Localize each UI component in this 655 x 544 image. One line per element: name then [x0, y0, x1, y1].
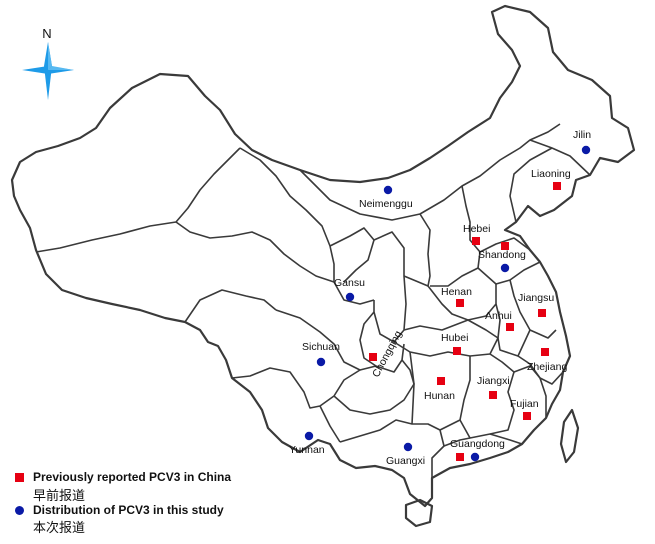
marker-reported-jiangxi: [489, 391, 497, 399]
marker-study-yunnan: [304, 431, 314, 441]
marker-reported-hunan: [437, 377, 445, 385]
label-hubei: Hubei: [441, 332, 468, 344]
blue-dot-icon: [15, 505, 24, 515]
china-border: [10, 4, 636, 508]
marker-reported-hebei: [472, 237, 480, 245]
legend-study-cn: 本次报道: [33, 521, 86, 536]
label-neimenggu: Neimenggu: [359, 198, 413, 210]
red-square-icon: [15, 472, 24, 482]
marker-study-neimenggu: [383, 185, 393, 195]
marker-study-guangdong: [470, 452, 480, 462]
label-hebei: Hebei: [463, 223, 490, 235]
label-jiangsu: Jiangsu: [518, 292, 554, 304]
legend-reported: Previously reported PCV3 in China: [15, 470, 231, 484]
label-jilin: Jilin: [573, 129, 591, 141]
label-zhejiang: Zhejiang: [527, 361, 567, 373]
label-sichuan: Sichuan: [302, 341, 340, 353]
province-boundaries: [35, 123, 591, 478]
marker-reported-henan: [456, 299, 464, 307]
study-markers: [304, 145, 591, 462]
marker-reported-shandong: [501, 242, 509, 250]
marker-reported-jiangsu: [538, 309, 546, 317]
legend-study: Distribution of PCV3 in this study: [15, 503, 224, 517]
label-gansu: Gansu: [334, 277, 365, 289]
marker-reported-liaoning: [553, 182, 561, 190]
legend-reported-label: Previously reported PCV3 in China: [33, 470, 232, 484]
label-guangxi: Guangxi: [386, 455, 425, 467]
province-labels: Jilin Liaoning Neimenggu Hebei Shandong …: [289, 129, 591, 467]
hainan-outline: [404, 498, 434, 528]
marker-reported-zhejiang: [541, 348, 549, 356]
label-shandong: Shandong: [478, 249, 526, 261]
taiwan-outline: [559, 408, 580, 464]
north-arrow-icon: N: [22, 26, 74, 100]
marker-study-sichuan: [316, 357, 326, 367]
legend-study-label: Distribution of PCV3 in this study: [33, 503, 224, 517]
label-henan: Henan: [441, 286, 472, 298]
label-anhui: Anhui: [485, 310, 512, 322]
north-label: N: [42, 26, 51, 41]
country-outline: [10, 4, 636, 528]
marker-reported-fujian: [523, 412, 531, 420]
label-hunan: Hunan: [424, 390, 455, 402]
marker-study-guangxi: [403, 442, 413, 452]
label-jiangxi: Jiangxi: [477, 375, 510, 387]
label-guangdong: Guangdong: [450, 438, 505, 450]
label-liaoning: Liaoning: [531, 168, 571, 180]
marker-study-gansu: [345, 292, 355, 302]
legend-reported-cn: 早前报道: [33, 489, 86, 504]
marker-reported-chongqing: [369, 353, 377, 361]
marker-reported-anhui: [506, 323, 514, 331]
reported-markers: [369, 182, 561, 461]
marker-reported-guangdong: [456, 453, 464, 461]
label-yunnan: Yunnan: [289, 444, 325, 456]
marker-study-shandong: [500, 263, 510, 273]
label-fujian: Fujian: [510, 398, 539, 410]
marker-study-jilin: [581, 145, 591, 155]
marker-reported-hubei: [453, 347, 461, 355]
